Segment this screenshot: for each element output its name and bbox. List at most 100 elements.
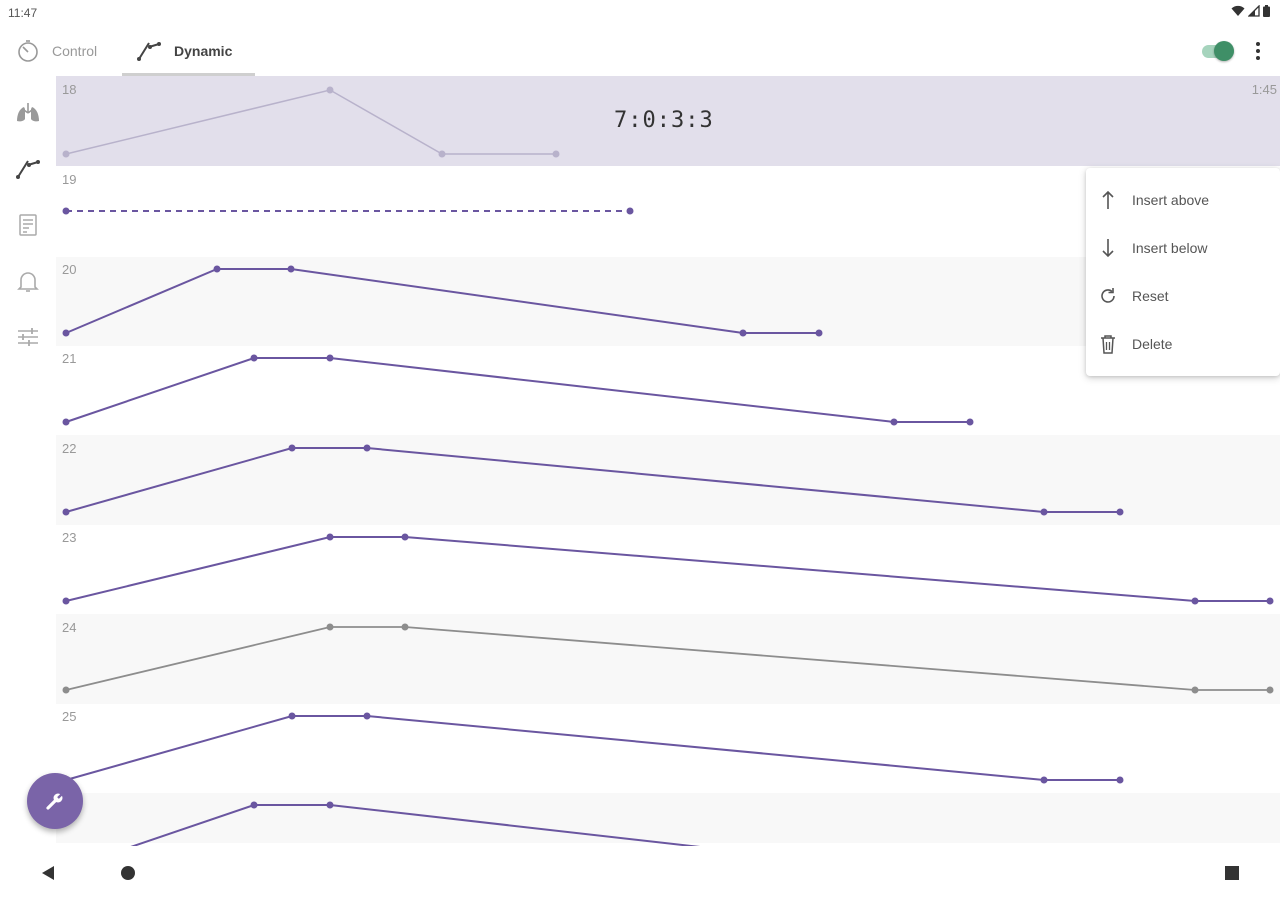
menu-item-reset[interactable]: Reset (1086, 272, 1280, 320)
wrench-icon (46, 793, 63, 810)
profile-row[interactable]: 22 (56, 435, 1280, 524)
row-number: 24 (62, 619, 77, 635)
row-number: 21 (62, 351, 77, 366)
system-navigation-bar (0, 846, 1280, 900)
app-bar: Control Dynamic (0, 26, 1280, 76)
row-number: 18 (62, 82, 77, 97)
row-number: 23 (62, 530, 77, 545)
wifi-icon (1231, 5, 1245, 16)
profile-row[interactable]: 24 (56, 614, 1280, 703)
overflow-dot (1256, 56, 1260, 60)
menu-item-label: Insert above (1132, 192, 1210, 208)
session-timer: 7:0:3:3 (614, 108, 714, 133)
row-context-menu: Insert above Insert below Reset Delete (1086, 168, 1280, 376)
profile-point (815, 329, 823, 337)
dynamic-rows-list[interactable]: 18 7:0:3:3 1:45 19 20 21 22 23 24 25 (56, 76, 1280, 846)
profile-row[interactable]: 23 (56, 524, 1280, 613)
overflow-dot (1256, 49, 1260, 53)
nav-home-button[interactable] (114, 860, 142, 886)
profile-point (287, 265, 295, 273)
sliders-icon (18, 328, 38, 346)
bell-icon (17, 272, 39, 292)
nav-recents-button[interactable] (1218, 860, 1246, 886)
profile-point (250, 354, 258, 362)
rail-item-settings[interactable] (13, 322, 43, 352)
profile-line (65, 89, 556, 155)
menu-item-label: Insert below (1132, 240, 1208, 256)
profile-point (1191, 686, 1199, 694)
list-icon (19, 214, 37, 236)
profile-point (62, 329, 70, 337)
profile-row[interactable]: 19 (56, 166, 1280, 255)
profile-point (62, 508, 70, 516)
rail-item-breathing[interactable] (13, 98, 43, 128)
menu-item-label: Delete (1132, 336, 1173, 352)
profile-point (966, 418, 974, 426)
profile-line (130, 804, 701, 846)
menu-item-insert-below[interactable]: Insert below (1086, 224, 1280, 272)
profile-point (62, 150, 70, 158)
profile-row[interactable]: 20 (56, 256, 1280, 345)
profile-point (250, 801, 258, 809)
back-icon (42, 866, 54, 880)
row-band (56, 257, 1280, 346)
overflow-dot (1256, 42, 1260, 46)
profile-point (626, 207, 634, 215)
profile-point (1040, 776, 1048, 784)
profile-point (1116, 776, 1124, 784)
profile-point (62, 597, 70, 605)
header-row-highlight (56, 76, 1280, 166)
profile-point (62, 418, 70, 426)
profile-point (326, 533, 334, 541)
status-time: 11:47 (8, 6, 38, 20)
profile-point (1116, 508, 1124, 516)
rail-item-dynamic[interactable] (13, 154, 43, 184)
tab-control[interactable]: Control (16, 26, 122, 76)
trash-icon (1101, 335, 1115, 354)
menu-item-label: Reset (1132, 288, 1169, 304)
profile-row[interactable]: 21 (56, 345, 1280, 434)
menu-item-insert-above[interactable]: Insert above (1086, 176, 1280, 224)
rows-canvas (56, 76, 1280, 846)
row-band (56, 614, 1280, 704)
enable-toggle[interactable] (1200, 39, 1236, 63)
tools-fab[interactable] (27, 773, 83, 829)
timer-icon (18, 40, 38, 62)
nav-back-button[interactable] (34, 860, 62, 886)
menu-item-delete[interactable]: Delete (1086, 320, 1280, 368)
profile-point (363, 712, 371, 720)
profile-point (213, 265, 221, 273)
row-band (56, 793, 1280, 843)
profile-point (326, 354, 334, 362)
tab-indicator (122, 73, 255, 76)
arrow-up-icon (1102, 190, 1114, 209)
profile-point (739, 329, 747, 337)
recents-icon (1225, 866, 1239, 880)
profile-point (401, 623, 409, 631)
profile-point (1191, 597, 1199, 605)
arrow-down-icon (1102, 239, 1114, 258)
tab-dynamic[interactable]: Dynamic (122, 26, 255, 76)
profile-point (438, 150, 446, 158)
tab-control-label: Control (52, 43, 98, 59)
profile-point (363, 444, 371, 452)
system-icons (1231, 5, 1270, 17)
more-options-button[interactable] (1250, 40, 1266, 62)
home-icon (121, 866, 135, 880)
dynamic-chart-icon (137, 42, 161, 61)
rail-item-list[interactable] (13, 210, 43, 240)
profile-point (890, 418, 898, 426)
profile-point (401, 533, 409, 541)
profile-point (326, 86, 334, 94)
header-row[interactable]: 18 7:0:3:3 1:45 (56, 76, 1280, 166)
row-number: 25 (62, 709, 77, 724)
row-number: 20 (62, 261, 77, 277)
battery-icon (1263, 5, 1270, 17)
profile-point (1266, 597, 1274, 605)
profile-point (326, 623, 334, 631)
rail-item-notifications[interactable] (13, 266, 43, 296)
profile-point (1040, 508, 1048, 516)
duration-label: 1:45 (1251, 82, 1277, 97)
profile-point (1266, 686, 1274, 694)
profile-row[interactable]: 25 (56, 703, 1280, 792)
